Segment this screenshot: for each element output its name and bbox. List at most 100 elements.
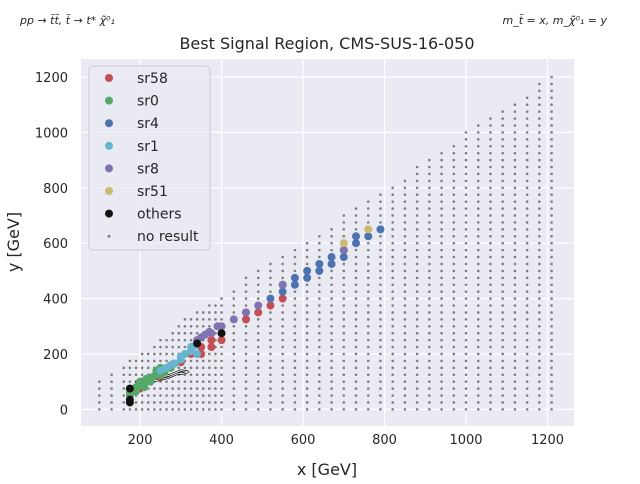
no-result-point [366, 352, 370, 356]
no-result-point [220, 373, 223, 377]
no-result-point [525, 228, 529, 231]
no-result-point [171, 387, 174, 390]
no-result-point [476, 193, 480, 197]
no-result-point [177, 366, 181, 370]
no-result-point [165, 394, 168, 397]
no-result-point [538, 96, 541, 100]
no-result-point [476, 324, 480, 328]
no-result-point [440, 283, 443, 287]
point-sr58 [207, 336, 216, 345]
no-result-point [440, 214, 443, 217]
point-sr58 [217, 336, 226, 345]
no-result-point [354, 262, 358, 266]
no-result-point [550, 110, 553, 113]
no-result-point [391, 366, 394, 370]
no-result-point [232, 366, 236, 370]
no-result-point [513, 311, 517, 314]
no-result-point [550, 179, 553, 183]
no-result-point [403, 262, 407, 266]
no-result-point [354, 352, 358, 356]
no-result-point [391, 345, 394, 349]
no-result-point [342, 345, 346, 349]
no-result-point [354, 338, 358, 342]
point-sr4 [278, 287, 287, 296]
no-result-point [489, 394, 492, 397]
no-result-point [366, 290, 370, 293]
no-result-point [415, 394, 419, 397]
no-result-point [305, 380, 309, 383]
no-result-point [538, 276, 541, 280]
no-result-point [525, 366, 529, 370]
no-result-point [538, 117, 541, 120]
no-result-point [464, 144, 468, 148]
no-result-point [525, 297, 529, 300]
no-result-point [146, 401, 150, 404]
no-result-point [391, 297, 394, 300]
no-result-point [452, 304, 456, 307]
no-result-point [415, 193, 419, 197]
x-tick-label: 200 [128, 433, 153, 448]
no-result-point [305, 283, 309, 287]
no-result-point [342, 262, 346, 266]
no-result-point [165, 359, 168, 363]
no-result-point [183, 366, 187, 370]
no-result-point [366, 311, 370, 314]
no-result-point [525, 304, 529, 307]
no-result-point [293, 408, 297, 411]
no-result-point [244, 297, 248, 300]
no-result-point [489, 262, 492, 266]
no-result-point [256, 359, 260, 363]
no-result-point [220, 366, 223, 370]
no-result-point [525, 255, 529, 259]
no-result-point [379, 394, 382, 397]
no-result-point [440, 297, 443, 300]
no-result-point [513, 297, 517, 300]
no-result-point [464, 200, 468, 203]
no-result-point [354, 228, 358, 231]
no-result-point [220, 311, 223, 314]
point-sr4 [352, 232, 361, 241]
no-result-point [525, 241, 529, 245]
no-result-point [538, 394, 541, 397]
no-result-point [177, 380, 181, 383]
no-result-point [305, 248, 309, 252]
no-result-point [165, 352, 168, 356]
no-result-point [428, 331, 431, 335]
no-result-point [165, 387, 168, 390]
no-result-point [189, 331, 193, 335]
point-sr58 [207, 343, 216, 352]
legend-label-sr1: sr1 [137, 139, 159, 155]
no-result-point [330, 338, 333, 342]
point-sr8 [242, 308, 251, 317]
no-result-point [489, 200, 492, 203]
no-result-point [464, 172, 468, 176]
no-result-point [476, 234, 480, 238]
no-result-point [391, 318, 394, 321]
no-result-point [403, 290, 407, 293]
no-result-point [318, 318, 321, 321]
no-result-point [550, 151, 553, 155]
no-result-point [489, 207, 492, 210]
no-result-point [513, 193, 517, 197]
no-result-point [208, 324, 211, 328]
no-result-point [476, 221, 480, 224]
no-result-point [452, 228, 456, 231]
no-result-point [476, 366, 480, 370]
no-result-point [513, 290, 517, 293]
no-result-point [501, 221, 504, 224]
no-result-point [440, 165, 443, 169]
no-result-point [391, 380, 394, 383]
no-result-point [501, 179, 504, 183]
no-result-point [489, 297, 492, 300]
no-result-point [440, 158, 443, 162]
no-result-point [165, 338, 168, 342]
no-result-point [232, 387, 236, 390]
no-result-point [489, 214, 492, 217]
no-result-point [501, 151, 504, 155]
no-result-point [342, 318, 346, 321]
no-result-point [403, 318, 407, 321]
no-result-point [183, 338, 187, 342]
no-result-point [538, 186, 541, 190]
no-result-point [293, 255, 297, 259]
point-sr58 [266, 301, 275, 310]
